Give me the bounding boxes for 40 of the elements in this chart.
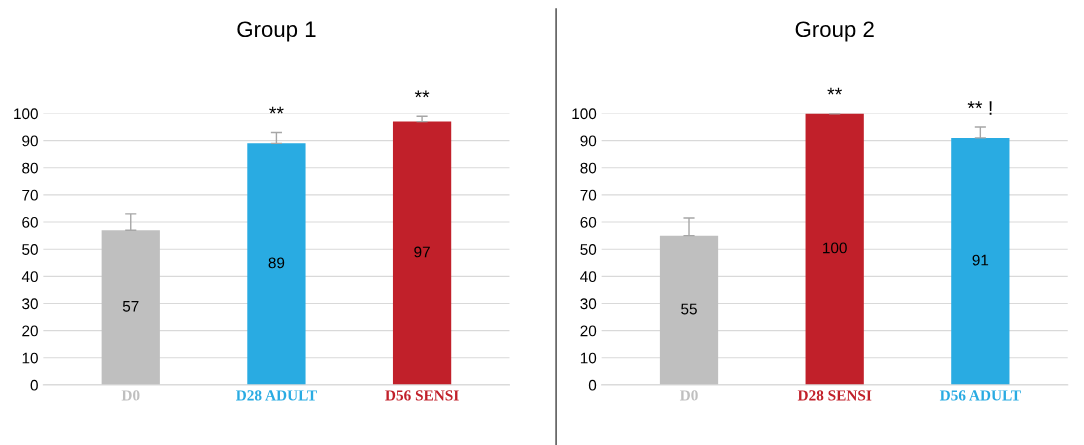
y-tick-label: 10	[22, 352, 38, 364]
y-tick-label: 0	[588, 379, 597, 391]
data-label: 91	[972, 254, 989, 266]
x-tick-label: D56 SENSI	[385, 390, 459, 401]
y-tick-label: 10	[580, 352, 597, 364]
x-tick-label: D28 ADULT	[236, 390, 317, 401]
y-tick-label: 100	[572, 108, 597, 120]
x-tick-label: D0	[121, 390, 140, 401]
chart-title: Group 1	[237, 21, 316, 42]
y-tick-label: 50	[22, 244, 38, 255]
annotation: **	[269, 106, 284, 114]
y-tick-label: 0	[30, 379, 38, 391]
y-tick-label: 30	[22, 298, 38, 310]
data-label: 100	[823, 242, 847, 254]
y-tick-label: 70	[22, 189, 38, 201]
data-label: 57	[122, 301, 139, 312]
text: **	[414, 90, 430, 98]
y-tick-label: 20	[22, 325, 38, 337]
x-tick-label: D56 ADULT	[939, 390, 1021, 401]
x-tick-label: D28 SENSI	[797, 390, 872, 401]
text: **	[827, 87, 842, 95]
y-tick-label: 30	[580, 298, 597, 310]
annotation: ** !	[967, 101, 992, 115]
y-tick-label: 40	[21, 271, 38, 283]
y-tick-label: 60	[22, 216, 38, 228]
y-tick-label: 90	[580, 135, 597, 147]
y-tick-label: 70	[580, 189, 597, 201]
y-tick-label: 100	[14, 108, 38, 120]
y-tick-label: 90	[22, 135, 38, 147]
y-tick-label: 80	[22, 162, 38, 174]
y-tick-label: 60	[580, 216, 597, 228]
y-tick-label: 20	[580, 325, 597, 337]
data-label: 97	[414, 246, 430, 258]
data-label: 89	[268, 257, 285, 269]
x-tick-label: D0	[679, 390, 698, 401]
y-tick-label: 80	[580, 162, 597, 174]
data-label: 55	[681, 303, 697, 315]
chart-title: Group 2	[795, 21, 874, 42]
y-tick-label: 50	[580, 244, 597, 255]
y-tick-label: 40	[580, 271, 597, 283]
